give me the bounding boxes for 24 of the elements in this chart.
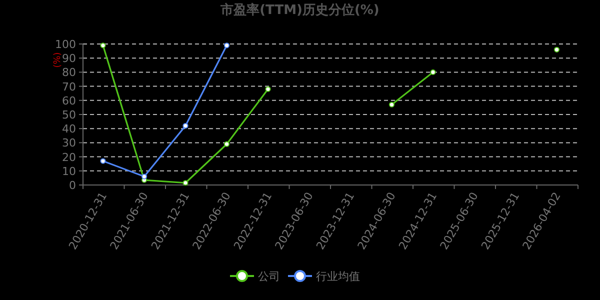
point — [141, 174, 148, 180]
point — [554, 46, 560, 52]
legend-label: 公司 — [258, 270, 280, 283]
point — [100, 42, 106, 48]
point — [182, 180, 188, 186]
point — [224, 42, 230, 48]
y-tick-label: 100 — [55, 38, 76, 51]
y-tick-label: 30 — [62, 136, 76, 150]
chart-title: 市盈率(TTM)历史分位(%) — [220, 2, 380, 18]
y-tick-label: 20 — [62, 150, 76, 164]
y-tick-label: 60 — [62, 94, 76, 108]
y-axis-title: (%) — [53, 52, 63, 68]
y-tick-label: 80 — [62, 66, 76, 80]
y-tick-label: 90 — [62, 52, 76, 66]
point — [224, 141, 230, 147]
point — [182, 122, 188, 129]
y-tick-label: 70 — [62, 80, 76, 94]
point — [265, 86, 271, 92]
point — [100, 158, 106, 164]
y-tick-label: 40 — [62, 122, 76, 136]
y-tick-label: 0 — [69, 179, 76, 192]
legend-label: 行业均值 — [316, 270, 360, 283]
y-tick-label: 50 — [62, 108, 76, 122]
y-tick-label: 10 — [62, 164, 76, 178]
